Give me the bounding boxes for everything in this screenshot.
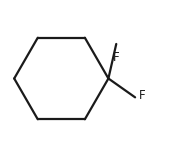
Text: F: F — [113, 51, 120, 64]
Text: F: F — [139, 89, 146, 102]
